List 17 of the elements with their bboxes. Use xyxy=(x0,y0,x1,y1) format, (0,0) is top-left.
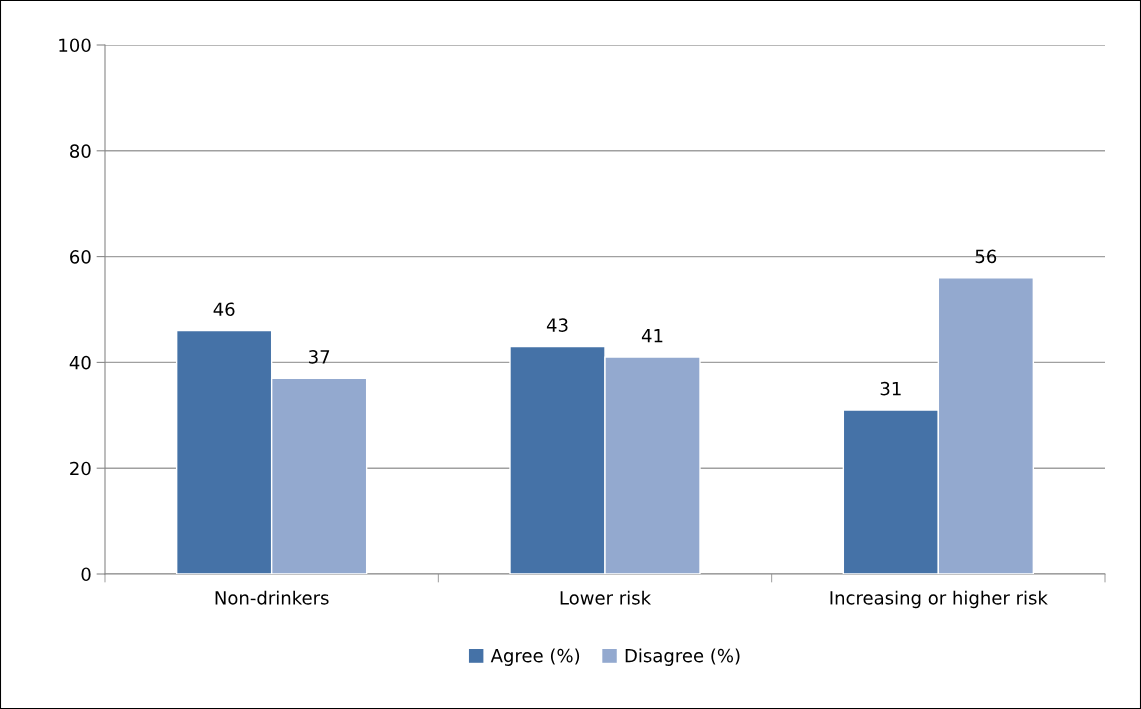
y-tick-label: 60 xyxy=(70,250,91,264)
data-label: 31 xyxy=(880,381,901,396)
legend-label: Disagree (%) xyxy=(625,648,740,666)
x-tick-label: Non-drinkers xyxy=(215,590,329,605)
y-tick-label: 20 xyxy=(70,461,91,476)
y-tick-label: 100 xyxy=(59,38,91,53)
data-label: 43 xyxy=(546,318,568,332)
data-label: 37 xyxy=(309,350,330,364)
legend-label: Agree (%) xyxy=(490,648,580,666)
data-label: 46 xyxy=(213,302,235,317)
y-tick-label: 40 xyxy=(69,355,91,370)
x-tick-label: Increasing or higher risk xyxy=(830,590,1048,609)
y-tick-label: 80 xyxy=(70,144,91,158)
data-label: 41 xyxy=(641,329,663,343)
y-tick-label: 0 xyxy=(81,567,91,582)
x-tick-label: Lower risk xyxy=(560,590,652,605)
data-label: 56 xyxy=(975,249,997,264)
